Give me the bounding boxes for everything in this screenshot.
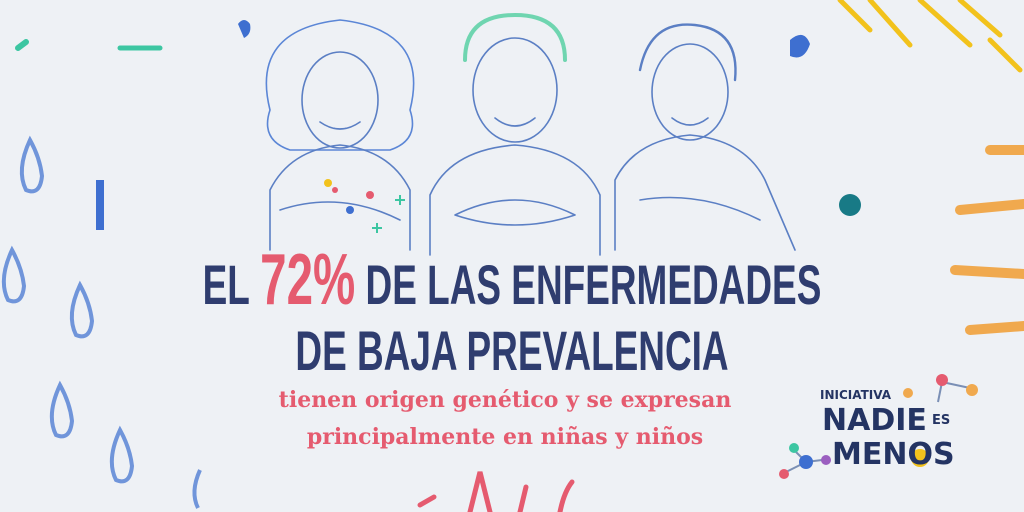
- logo-word-2: ES: [932, 413, 950, 428]
- logo-word-1: NADIE: [822, 403, 927, 438]
- logo: INICIATIVA NADIE ES MENOS: [779, 374, 978, 479]
- subtitle-line-2: principalmente en niñas y niños: [307, 424, 703, 450]
- headline-line-2: DE BAJA PREVALENCIA: [295, 320, 728, 383]
- headline-lead: EL: [203, 254, 250, 317]
- logo-word-3: MENOS: [832, 437, 955, 472]
- headline-rest: DE LAS ENFERMEDADES: [366, 254, 822, 317]
- logo-kicker: INICIATIVA: [820, 388, 892, 402]
- children-illustration: [265, 13, 796, 256]
- headline-line-1: EL 72% DE LAS ENFERMEDADES: [203, 239, 822, 319]
- headline-figure: 72%: [260, 239, 355, 319]
- subtitle-line-1: tienen origen genético y se expresan: [279, 387, 732, 413]
